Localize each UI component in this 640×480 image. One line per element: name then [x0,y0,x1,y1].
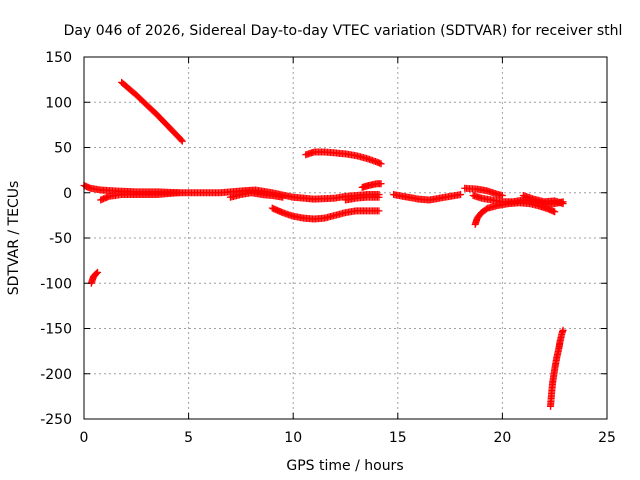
x-tick-label: 10 [284,430,302,446]
y-axis-label: SDTVAR / TECUs [6,181,22,296]
data-point [375,193,383,201]
data-point [457,191,465,199]
x-tick-label: 25 [598,430,616,446]
data-point [177,136,185,144]
data-point [559,326,567,334]
data-series [118,78,186,145]
y-tick-label: 150 [45,50,72,66]
data-point [178,137,186,145]
data-point [377,160,385,168]
data-series [97,189,182,204]
y-tick-label: 100 [45,95,72,111]
x-tick-label: 5 [184,430,193,446]
y-tick-label: -200 [40,367,72,383]
data-point [498,191,506,199]
data-point [559,200,567,208]
y-tick-label: -100 [40,276,72,292]
data-series [358,180,385,191]
data-point [375,207,383,215]
y-tick-label: -50 [49,231,72,247]
data-point [174,189,182,197]
data-series [302,148,385,168]
y-tick-label: 0 [63,186,72,202]
data-series [547,326,567,410]
data-point [279,193,287,201]
x-axis-label: GPS time / hours [286,458,403,474]
x-tick-label: 15 [389,430,407,446]
grid [84,57,607,419]
data-series [461,184,506,199]
data-point [377,180,385,188]
data-series [87,268,102,287]
y-tick-label: -250 [40,412,72,428]
data-series [471,199,559,228]
data-point [93,269,101,277]
data-series [268,204,383,223]
data-series [519,191,567,208]
data-series [226,189,287,201]
y-tick-label: 50 [54,141,72,157]
chart-title: Day 046 of 2026, Sidereal Day-to-day VTE… [64,23,623,39]
data-point [94,268,102,276]
data-series [342,193,383,204]
ticks: 0 5 10 15 20 25 -250 -200 -150 -100 -50 0 50 100 150 [40,50,616,446]
y-tick-label: -150 [40,322,72,338]
plot-points [80,78,567,410]
x-tick-label: 0 [80,430,89,446]
data-point [551,208,559,216]
x-tick-label: 20 [493,430,511,446]
data-series [390,191,465,204]
